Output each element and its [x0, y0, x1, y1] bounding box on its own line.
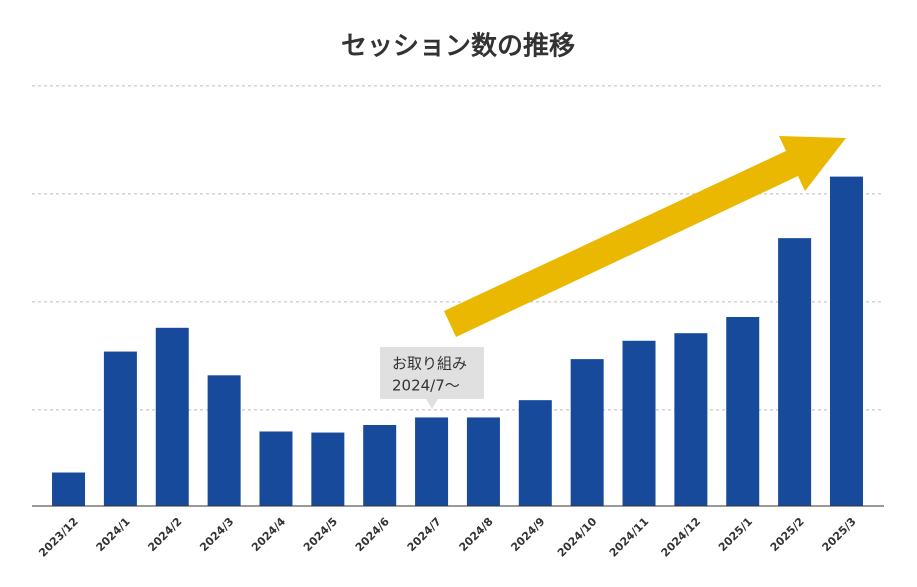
bar	[466, 417, 500, 506]
annotation-text: 2024/7〜	[392, 377, 460, 395]
bar	[778, 238, 812, 506]
bar	[259, 431, 293, 506]
x-tick-label: 2024/11	[607, 515, 652, 560]
chart-title: セッション数の推移	[341, 32, 575, 62]
x-tick-label: 2024/6	[353, 515, 392, 554]
annotation: お取り組み 2024/7〜	[380, 347, 484, 409]
trend-arrow	[444, 136, 846, 337]
annotation-box	[380, 347, 484, 409]
x-tick-label: 2024/2	[145, 515, 184, 554]
bar	[311, 432, 345, 506]
bar	[829, 176, 863, 506]
bar	[726, 317, 760, 506]
x-tick-label: 2024/8	[457, 515, 496, 554]
bar	[363, 425, 397, 506]
x-tick-label: 2023/12	[36, 515, 81, 560]
bar	[52, 472, 86, 506]
bar	[415, 417, 449, 506]
bar	[207, 375, 241, 506]
bar	[155, 327, 189, 506]
x-tick-label: 2024/12	[659, 515, 704, 560]
x-tick-label: 2024/10	[555, 515, 600, 560]
x-tick-label: 2025/3	[820, 515, 859, 554]
annotation-text: お取り組み	[392, 355, 467, 373]
bar	[622, 340, 656, 506]
x-tick-label: 2025/1	[716, 515, 755, 554]
x-tick-label: 2024/1	[94, 515, 133, 554]
x-tick-label: 2024/3	[197, 515, 236, 554]
x-tick-label: 2024/7	[405, 515, 444, 554]
bar	[674, 333, 708, 506]
x-tick-label: 2024/9	[508, 515, 547, 554]
bar	[518, 400, 552, 506]
x-tick-label: 2024/4	[249, 515, 288, 554]
x-tick-label: 2025/2	[768, 515, 807, 554]
bar	[103, 351, 137, 506]
bar	[570, 359, 604, 506]
x-tick-label: 2024/5	[301, 515, 340, 554]
